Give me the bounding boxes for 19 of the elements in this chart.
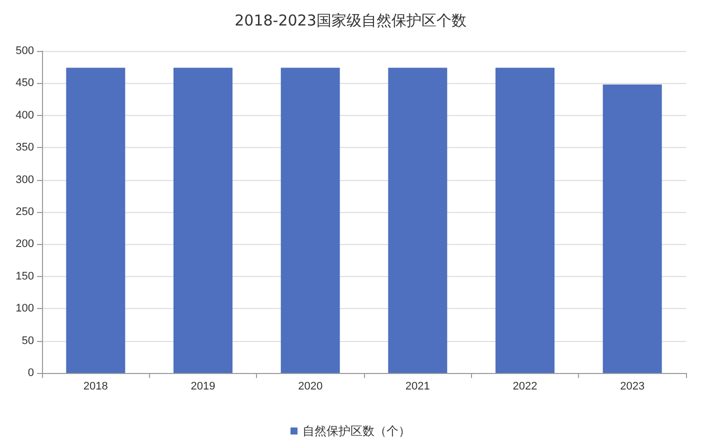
y-tick-label: 0 <box>28 367 34 379</box>
y-tick-label: 500 <box>16 45 34 57</box>
chart-title: 2018-2023国家级自然保护区个数 <box>234 12 466 30</box>
legend-label: 自然保护区数（个） <box>302 424 410 438</box>
x-tick-label: 2021 <box>405 380 430 392</box>
y-tick-label: 400 <box>16 109 34 122</box>
x-tick-label: 2023 <box>620 380 645 392</box>
y-tick-label: 150 <box>16 270 34 282</box>
x-tick-label: 2018 <box>83 380 108 392</box>
y-tick-label: 200 <box>16 238 34 250</box>
y-tick-label: 350 <box>16 142 34 154</box>
y-tick-label: 50 <box>22 334 34 347</box>
x-tick-label: 2022 <box>512 380 538 392</box>
x-tick-label: 2020 <box>298 380 323 392</box>
y-tick-label: 450 <box>16 77 34 90</box>
y-tick-label: 250 <box>16 206 34 218</box>
y-tick-label: 300 <box>16 174 34 186</box>
y-tick-label: 100 <box>16 302 34 315</box>
x-tick-label: 2019 <box>190 380 216 392</box>
